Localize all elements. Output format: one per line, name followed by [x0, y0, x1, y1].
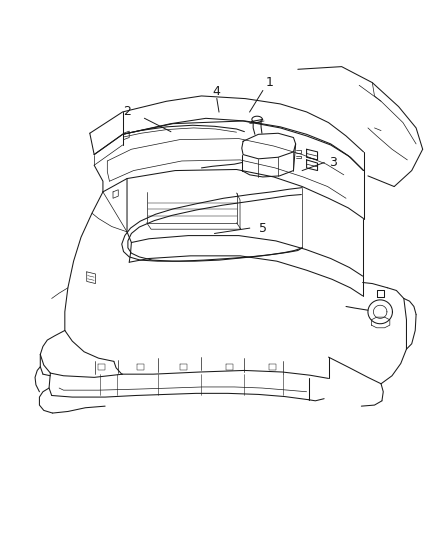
Text: 2: 2	[123, 106, 131, 118]
Text: 1: 1	[265, 76, 273, 89]
Text: 4: 4	[213, 85, 221, 98]
Text: 3: 3	[329, 156, 337, 169]
Text: 5: 5	[259, 222, 267, 235]
